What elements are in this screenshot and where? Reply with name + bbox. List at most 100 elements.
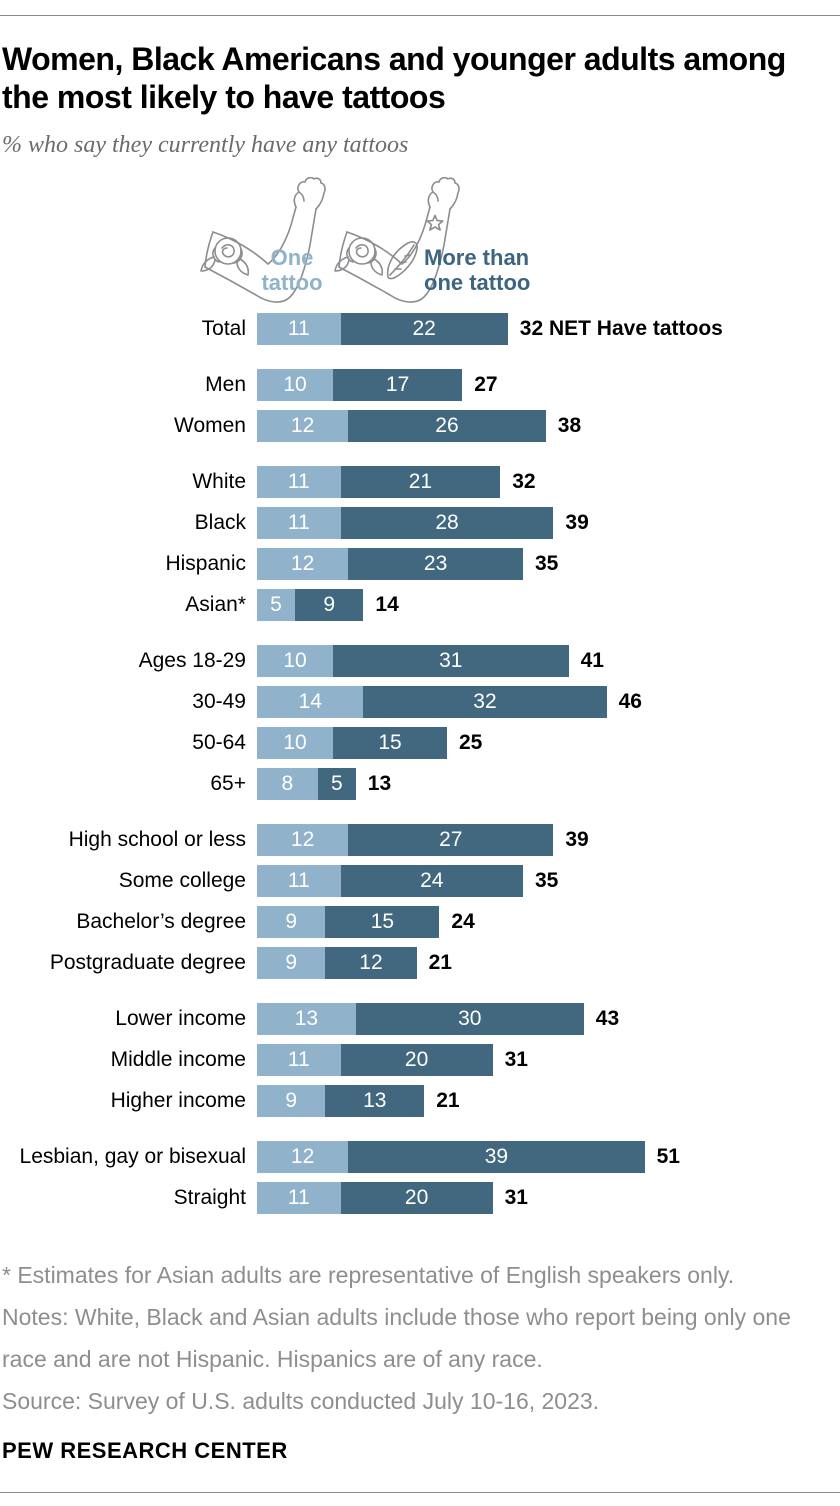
bar-segment-one-tattoo: 9 [257, 906, 326, 938]
net-value: 43 [595, 1007, 620, 1030]
bar-value-one-tattoo: 10 [283, 649, 307, 672]
row-label: White [192, 470, 246, 493]
bar-segment-one-tattoo: 11 [257, 865, 341, 897]
bar-value-more-than-one-tattoo: 5 [330, 772, 343, 795]
row-label: Ages 18-29 [138, 649, 246, 672]
stacked-bar: 10 31 41 [257, 645, 604, 677]
bar-segment-more-than-one-tattoo: 31 [333, 645, 569, 677]
multiple-tattoos-arm-icon [334, 177, 460, 303]
bar-value-one-tattoo: 14 [298, 690, 322, 713]
stacked-bar-chart: Total 11 22 32 NET Have tattoos Men 10 17 27 Wom… [0, 313, 840, 1214]
bar-value-more-than-one-tattoo: 17 [385, 373, 410, 396]
row-label: Lesbian, gay or bisexual [19, 1145, 246, 1168]
bar-value-one-tattoo: 10 [283, 373, 307, 396]
stacked-bar: 10 15 25 [257, 727, 482, 759]
bar-segment-one-tattoo: 13 [257, 1003, 356, 1035]
bar-row: Asian* 5 9 14 [0, 589, 840, 621]
bar-segment-more-than-one-tattoo: 13 [325, 1085, 425, 1117]
net-value: 31 [504, 1186, 528, 1209]
row-label: Hispanic [165, 552, 246, 575]
bar-segment-more-than-one-tattoo: 12 [325, 947, 417, 979]
stacked-bar: 10 17 27 [257, 369, 498, 401]
bar-row: Women 12 26 38 [0, 410, 840, 442]
bar-group-total: Total 11 22 32 NET Have tattoos [0, 313, 840, 345]
bar-value-one-tattoo: 11 [287, 470, 310, 493]
bar-segment-more-than-one-tattoo: 23 [348, 548, 523, 580]
bar-value-one-tattoo: 11 [287, 511, 310, 534]
net-value: 24 [451, 910, 475, 933]
chart-subtitle: % who say they currently have any tattoo… [2, 132, 409, 158]
row-label: Postgraduate degree [49, 951, 246, 974]
bar-segment-one-tattoo: 11 [257, 1044, 341, 1076]
pew-research-center-logo-text: PEW RESEARCH CENTER [2, 1438, 288, 1463]
bar-value-one-tattoo: 11 [287, 317, 310, 340]
stacked-bar: 11 24 35 [257, 865, 558, 897]
bar-row: Men 10 17 27 [0, 369, 840, 401]
bar-segment-one-tattoo: 12 [257, 1141, 349, 1173]
net-value: 51 [656, 1145, 680, 1168]
bar-value-one-tattoo: 9 [285, 1089, 298, 1112]
net-value: 35 [534, 552, 559, 575]
bar-row: Bachelor’s degree 9 15 24 [0, 906, 840, 938]
bar-value-more-than-one-tattoo: 27 [439, 828, 463, 851]
bar-value-one-tattoo: 11 [287, 1186, 310, 1209]
net-value: 25 [459, 731, 483, 754]
bar-value-more-than-one-tattoo: 22 [412, 317, 436, 340]
stacked-bar: 8 5 13 [257, 768, 391, 800]
bar-group-education: High school or less 12 27 39 Some college 11 2… [0, 824, 840, 979]
legend-label-more-than-one-tattoo: More than one tattoo [424, 245, 531, 295]
bar-segment-more-than-one-tattoo: 26 [348, 410, 546, 442]
bar-segment-one-tattoo: 11 [257, 313, 341, 345]
bar-segment-more-than-one-tattoo: 20 [340, 1044, 493, 1076]
bar-segment-one-tattoo: 11 [257, 466, 341, 498]
bar-segment-one-tattoo: 12 [257, 410, 349, 442]
bar-value-one-tattoo: 10 [283, 731, 307, 754]
row-label: Straight [173, 1186, 246, 1209]
stacked-bar: 9 13 21 [257, 1085, 460, 1117]
bar-value-one-tattoo: 12 [290, 552, 315, 575]
net-value: 46 [618, 690, 642, 713]
row-label: 30-49 [192, 690, 246, 713]
stacked-bar: 12 23 35 [257, 548, 558, 580]
bar-row: Lesbian, gay or bisexual 12 39 51 [0, 1141, 840, 1173]
net-value: 27 [474, 373, 498, 396]
stacked-bar: 11 21 32 [257, 466, 536, 498]
bar-segment-more-than-one-tattoo: 21 [340, 466, 501, 498]
bar-segment-more-than-one-tattoo: 17 [333, 369, 463, 401]
bar-segment-more-than-one-tattoo: 9 [295, 589, 364, 621]
net-value: 39 [565, 828, 589, 851]
legend-label-one-tattoo: One tattoo [261, 245, 323, 295]
stacked-bar: 12 27 39 [257, 824, 589, 856]
row-label: High school or less [68, 828, 246, 851]
top-divider [0, 15, 840, 16]
row-label: Bachelor’s degree [76, 910, 246, 933]
legend: One tattoo [0, 177, 840, 311]
bar-row: 65+ 8 5 13 [0, 768, 840, 800]
net-value: 14 [375, 593, 399, 616]
bar-segment-one-tattoo: 12 [257, 548, 349, 580]
net-value: 41 [580, 649, 604, 672]
bar-group-income: Lower income 13 30 43 Middle income 11 20 31 Hig… [0, 1003, 840, 1117]
bar-value-more-than-one-tattoo: 9 [323, 593, 336, 616]
bar-row: White 11 21 32 [0, 466, 840, 498]
bar-row: Ages 18-29 10 31 41 [0, 645, 840, 677]
bar-value-more-than-one-tattoo: 23 [423, 552, 448, 575]
stacked-bar: 11 20 31 [257, 1044, 528, 1076]
footnote-asterisk: * Estimates for Asian adults are represe… [2, 1262, 735, 1288]
bar-segment-one-tattoo: 11 [257, 507, 341, 539]
stacked-bar: 12 26 38 [257, 410, 581, 442]
bar-value-one-tattoo: 12 [290, 414, 315, 437]
net-value: 39 [565, 511, 589, 534]
bottom-divider [0, 1492, 840, 1493]
row-label: Lower income [115, 1007, 246, 1030]
bar-value-one-tattoo: 11 [287, 869, 310, 892]
bar-segment-more-than-one-tattoo: 20 [340, 1182, 493, 1214]
bar-segment-one-tattoo: 10 [257, 727, 333, 759]
bar-value-more-than-one-tattoo: 15 [370, 910, 395, 933]
stacked-bar: 11 22 32 NET Have tattoos [257, 313, 723, 345]
stacked-bar: 5 9 14 [257, 589, 399, 621]
bar-value-one-tattoo: 9 [285, 910, 298, 933]
bar-group-race-ethnicity: White 11 21 32 Black 11 28 39 Hispanic 12 23 35 Asia… [0, 466, 840, 621]
bar-value-more-than-one-tattoo: 30 [458, 1007, 482, 1030]
bar-row: Total 11 22 32 NET Have tattoos [0, 313, 840, 345]
